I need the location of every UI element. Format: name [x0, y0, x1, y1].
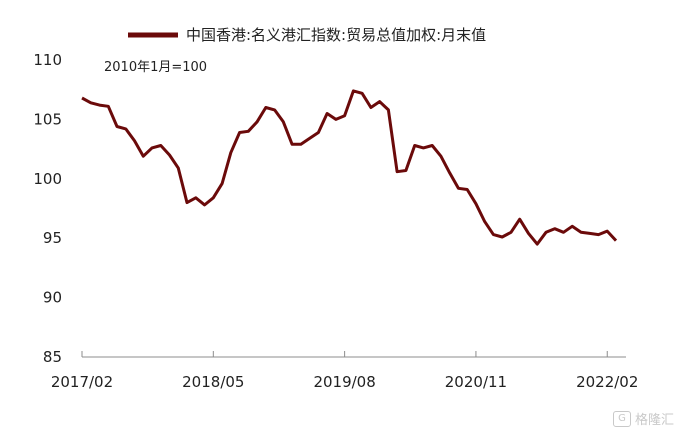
series-line — [81, 89, 618, 246]
watermark: G 格隆汇 — [612, 409, 674, 428]
watermark-logo-icon: G — [612, 410, 631, 427]
x-tick-label: 2017/02 — [51, 373, 113, 391]
series-group — [81, 89, 618, 246]
y-tick-label: 90 — [43, 289, 62, 307]
y-tick-label: 105 — [33, 110, 62, 128]
x-tick-label: 2022/02 — [576, 373, 638, 391]
y-tick-label: 100 — [33, 170, 62, 188]
base-note: 2010年1月=100 — [104, 60, 207, 75]
x-tick-label: 2020/11 — [445, 373, 507, 391]
y-axis-ticks: 85 90 95 100 105 110 — [33, 51, 62, 366]
legend-label: 中国香港:名义港汇指数:贸易总值加权:月末值 — [186, 26, 486, 44]
y-tick-label: 85 — [43, 348, 62, 366]
x-axis-ticks: 2017/02 2018/05 2019/08 2020/11 2022/02 — [51, 351, 638, 391]
x-tick-label: 2018/05 — [182, 373, 244, 391]
x-tick-label: 2019/08 — [313, 373, 375, 391]
legend: 中国香港:名义港汇指数:贸易总值加权:月末值 — [128, 26, 486, 44]
y-tick-label: 95 — [43, 229, 62, 247]
watermark-text: 格隆汇 — [634, 413, 674, 428]
y-tick-label: 110 — [33, 51, 62, 69]
